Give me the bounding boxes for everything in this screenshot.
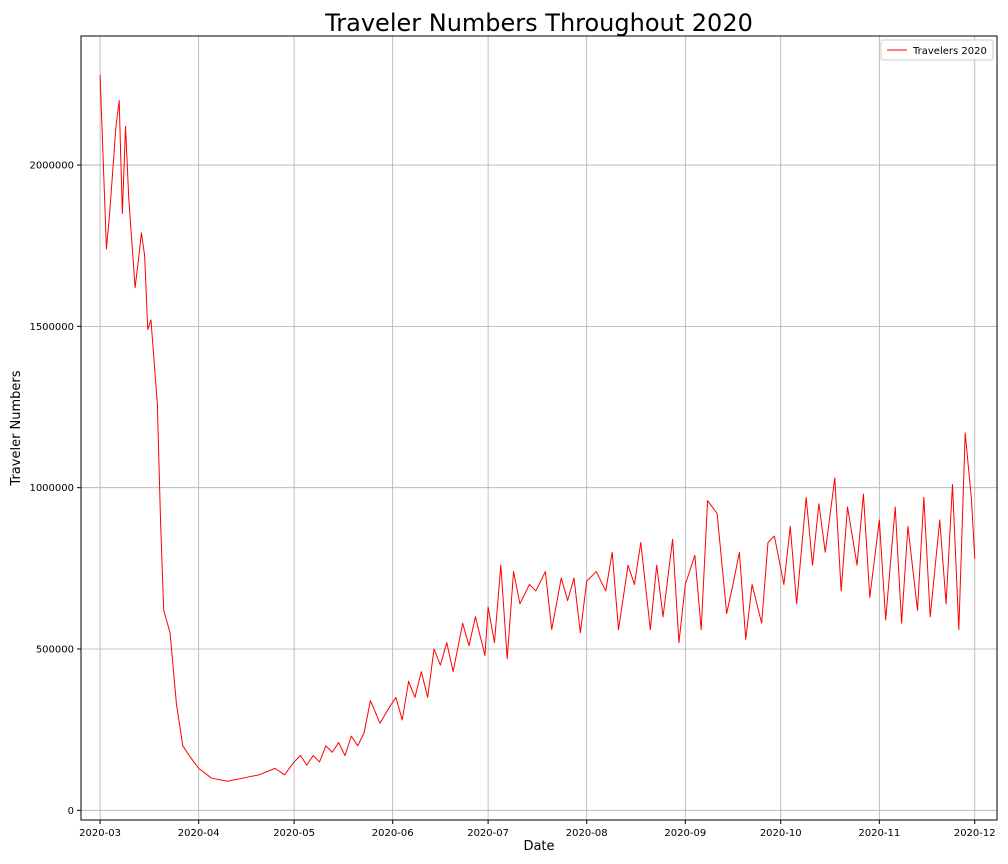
- y-tick-label: 2000000: [29, 161, 74, 172]
- legend-entry-label: Travelers 2020: [912, 46, 987, 57]
- x-tick-label: 2020-10: [760, 828, 802, 839]
- grid-lines: [81, 36, 997, 820]
- x-tick-label: 2020-09: [664, 828, 706, 839]
- x-axis-label: Date: [523, 839, 554, 854]
- x-axis-ticks: 2020-03 2020-04 2020-05 2020-06 2020-07 2020-…: [79, 820, 996, 839]
- x-tick-label: 2020-12: [954, 828, 996, 839]
- legend-box: [880, 39, 994, 61]
- x-tick-label: 2020-05: [273, 828, 315, 839]
- chart-title: Traveler Numbers Throughout 2020: [324, 9, 753, 37]
- x-tick-label: 2020-11: [858, 828, 900, 839]
- y-tick-label: 500000: [36, 645, 74, 656]
- series-lines: [99, 74, 976, 782]
- x-tick-label: 2020-07: [467, 828, 509, 839]
- y-tick-label: 0: [68, 806, 74, 817]
- y-tick-label: 1000000: [29, 483, 74, 494]
- series-line: [99, 74, 976, 782]
- x-tick-label: 2020-06: [372, 828, 414, 839]
- x-tick-label: 2020-03: [79, 828, 121, 839]
- y-tick-label: 1500000: [29, 322, 74, 333]
- y-axis-label: Traveler Numbers: [9, 370, 24, 486]
- x-tick-label: 2020-04: [178, 828, 220, 839]
- legend: Travelers 2020: [880, 39, 994, 61]
- plot-area-frame: [80, 35, 998, 821]
- y-axis-ticks: 0 500000 1000000 1500000 2000000: [29, 161, 81, 817]
- x-tick-label: 2020-08: [566, 828, 608, 839]
